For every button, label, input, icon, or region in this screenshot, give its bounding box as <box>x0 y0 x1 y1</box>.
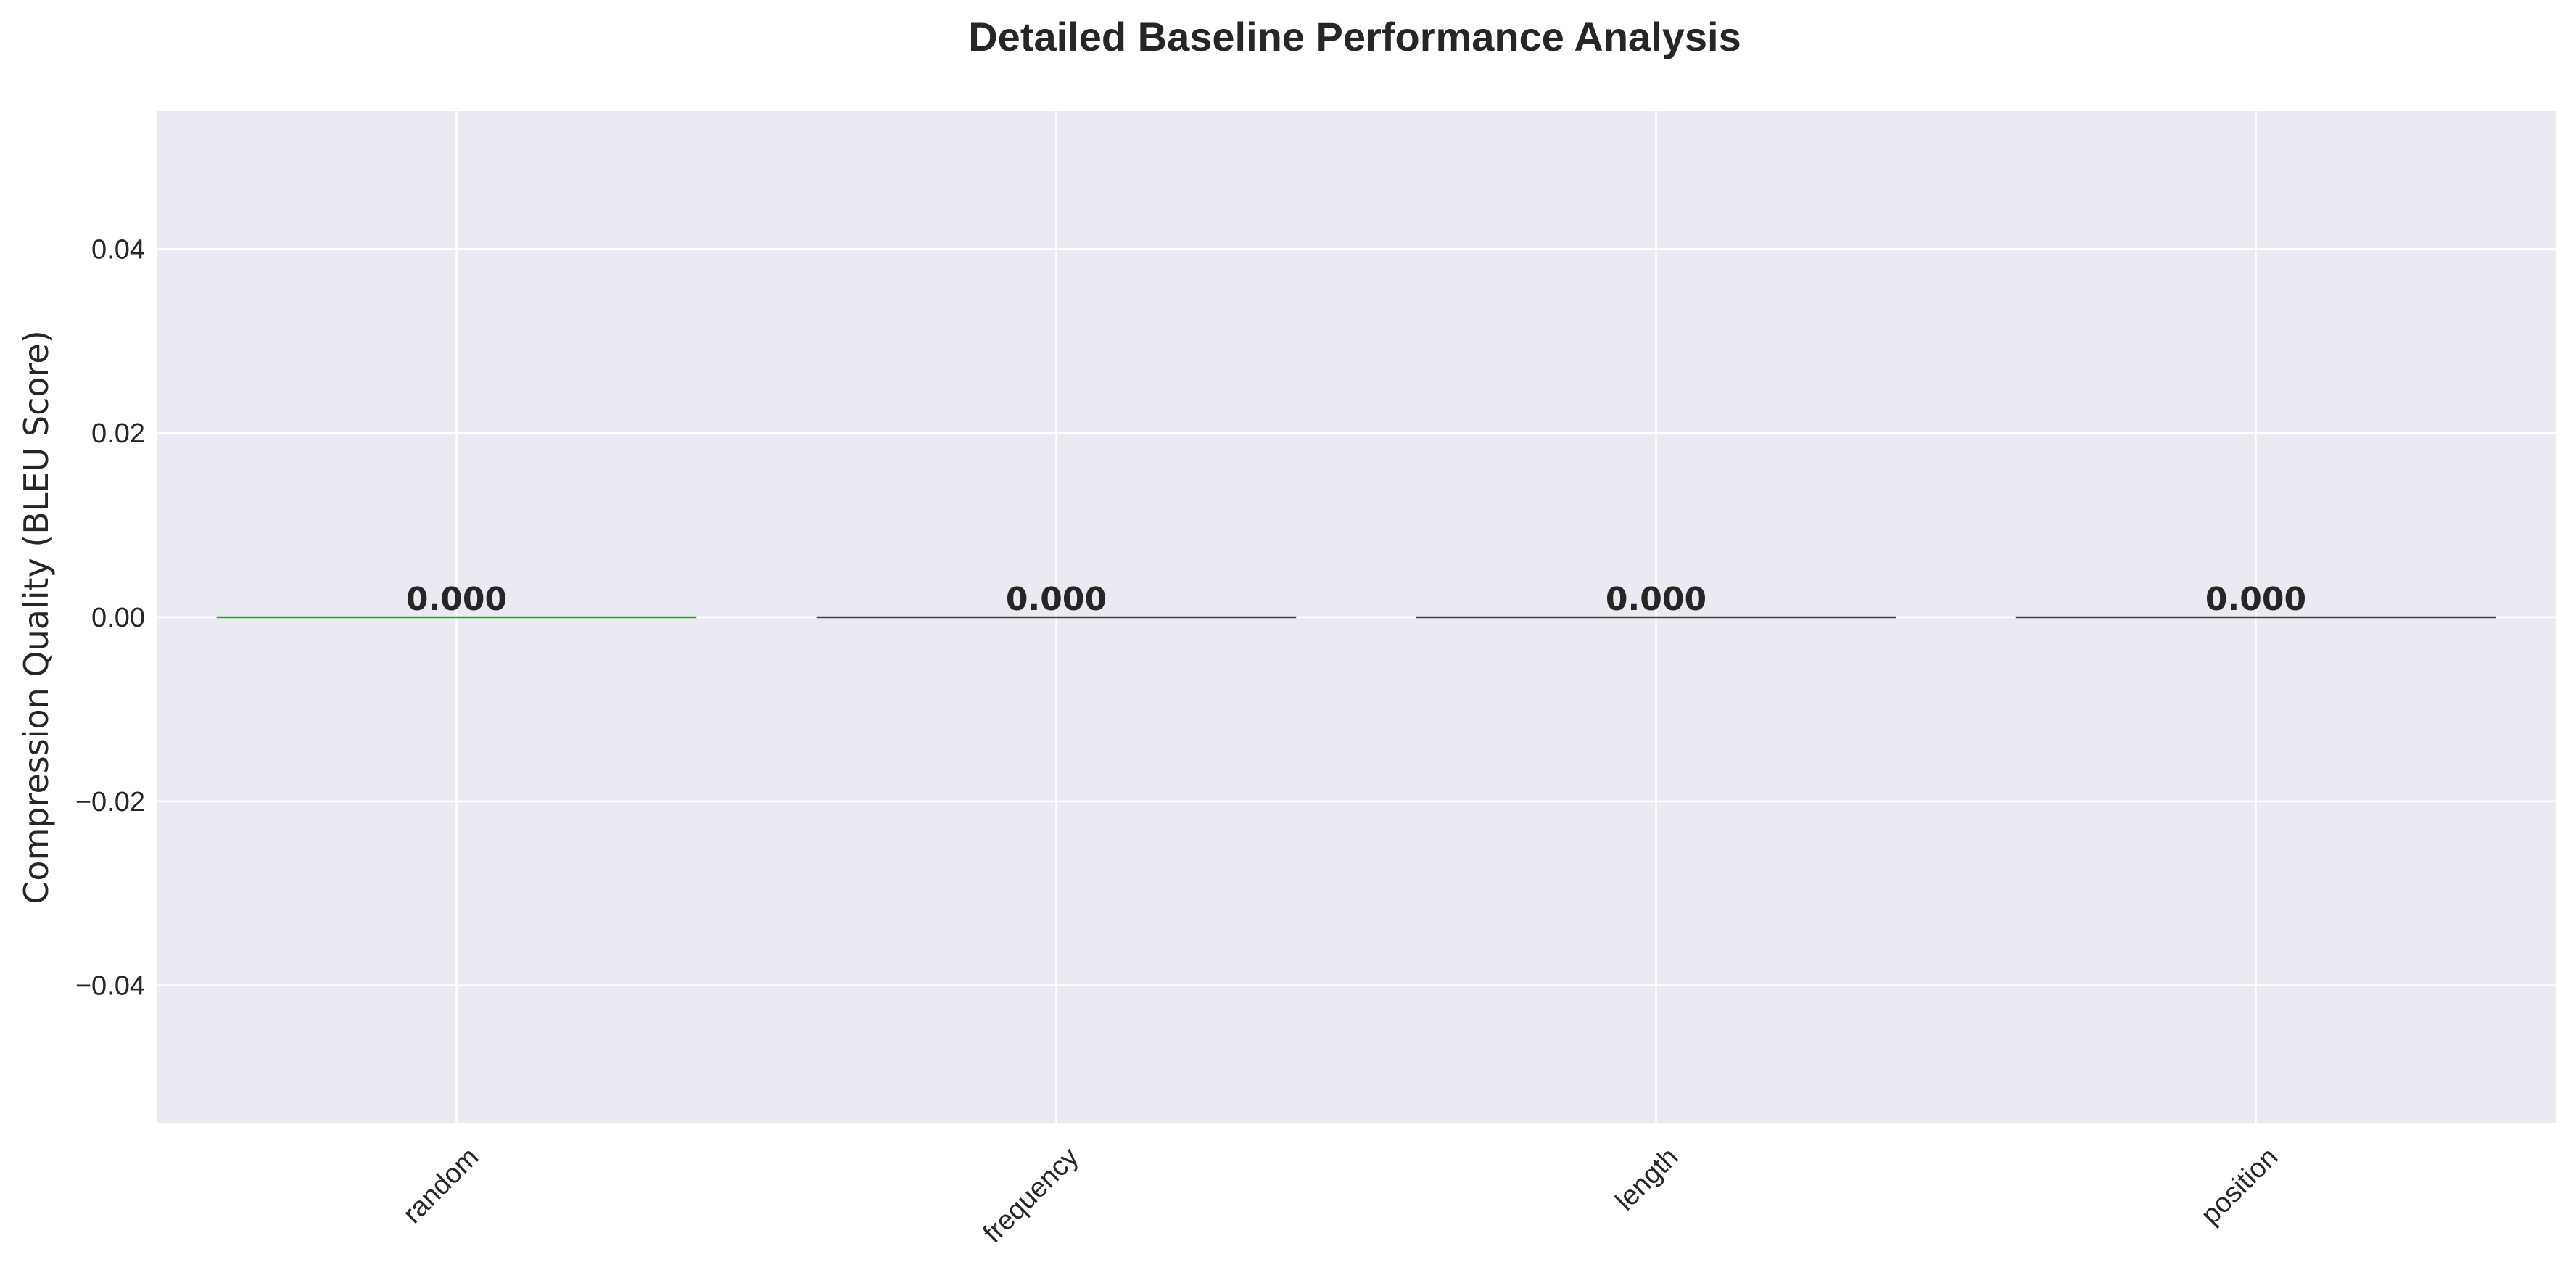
data-label: 0.000 <box>1606 581 1706 618</box>
y-axis-label: Compression Quality (BLEU Score) <box>17 330 56 904</box>
data-label: 0.000 <box>406 581 507 618</box>
chart-title: Detailed Baseline Performance Analysis <box>968 14 1741 59</box>
y-tick-label: 0.00 <box>91 603 145 633</box>
data-label: 0.000 <box>1006 581 1107 618</box>
x-tick-label: frequency <box>978 1142 1085 1249</box>
x-tick-label: random <box>397 1142 485 1229</box>
y-tick-label: −0.04 <box>75 971 145 1002</box>
y-tick-label: 0.02 <box>91 418 145 449</box>
y-tick-label: −0.02 <box>75 787 145 817</box>
data-label: 0.000 <box>2205 581 2306 618</box>
y-tick-labels: −0.04 −0.02 0.00 0.02 0.04 <box>75 234 145 1001</box>
x-tick-labels: random frequency length position <box>397 1142 2284 1249</box>
x-tick-label: position <box>2195 1142 2284 1230</box>
y-tick-label: 0.04 <box>91 234 145 265</box>
x-tick-label: length <box>1610 1142 1685 1216</box>
data-labels: 0.000 0.000 0.000 0.000 <box>406 581 2306 618</box>
